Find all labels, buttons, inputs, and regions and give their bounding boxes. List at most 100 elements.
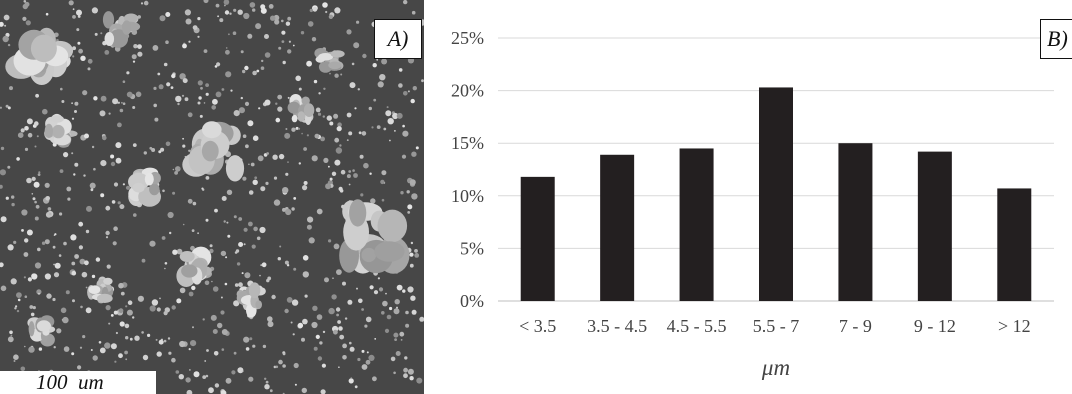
- particle: [336, 269, 342, 275]
- particle: [369, 172, 372, 175]
- particle: [159, 297, 161, 300]
- particle: [16, 157, 20, 161]
- particle: [53, 263, 55, 266]
- particle: [281, 19, 284, 23]
- particle: [108, 322, 111, 325]
- particle: [7, 244, 14, 251]
- particle: [131, 54, 137, 60]
- particle: [110, 343, 117, 350]
- particle: [182, 78, 188, 84]
- particle: [171, 305, 176, 310]
- particle: [245, 347, 250, 351]
- particle: [31, 176, 36, 181]
- particle: [234, 251, 238, 254]
- particle: [133, 44, 138, 49]
- particle: [396, 284, 403, 291]
- particle: [378, 287, 384, 292]
- particle: [342, 343, 347, 349]
- particle: [353, 173, 358, 178]
- particle: [334, 73, 339, 78]
- y-tick-label: 0%: [460, 291, 484, 311]
- particle: [328, 239, 332, 243]
- particle: [247, 120, 254, 127]
- particle: [260, 7, 267, 14]
- particle: [99, 110, 106, 117]
- particle: [205, 92, 209, 96]
- particle: [357, 357, 361, 362]
- particle: [416, 377, 423, 384]
- particle: [376, 58, 379, 61]
- particle: [400, 339, 403, 341]
- particle: [47, 207, 52, 211]
- particle: [243, 243, 246, 246]
- particle: [90, 349, 93, 351]
- particle: [157, 72, 161, 76]
- particle: [398, 68, 403, 72]
- particle: [231, 370, 236, 375]
- particle: [165, 40, 169, 44]
- particle: [414, 253, 420, 258]
- particle: [63, 152, 69, 158]
- x-tick-label: 4.5 - 5.5: [667, 316, 727, 336]
- particle: [127, 300, 133, 306]
- particle: [178, 167, 181, 170]
- particle: [186, 389, 193, 394]
- particle: [156, 351, 162, 357]
- particle: [197, 101, 201, 105]
- particle: [308, 237, 315, 244]
- particle: [34, 216, 39, 221]
- particle: [113, 182, 119, 187]
- particle: [117, 201, 121, 205]
- particle: [220, 250, 227, 257]
- particle-cluster: [179, 251, 195, 262]
- particle: [286, 297, 293, 303]
- particle: [229, 12, 232, 15]
- particle: [192, 25, 198, 30]
- particle: [121, 101, 123, 104]
- particle: [124, 350, 128, 355]
- particle: [337, 320, 341, 324]
- particle: [134, 335, 140, 341]
- particle-cluster: [201, 140, 219, 162]
- particle: [373, 98, 377, 102]
- particle: [122, 183, 125, 186]
- particle: [259, 226, 266, 234]
- particle: [216, 62, 221, 67]
- particle: [225, 47, 228, 49]
- particle: [409, 376, 414, 381]
- particle-cluster: [149, 183, 160, 196]
- particle: [365, 359, 371, 365]
- bar: [679, 148, 714, 301]
- particle: [154, 117, 159, 122]
- particle: [0, 169, 6, 176]
- particle: [203, 102, 206, 104]
- particle: [62, 316, 69, 324]
- particle: [285, 21, 291, 26]
- particle: [113, 310, 118, 315]
- particle: [214, 383, 220, 388]
- particle: [295, 126, 299, 130]
- particle: [256, 69, 260, 73]
- particle: [331, 294, 337, 300]
- particle: [167, 211, 174, 219]
- particle: [182, 223, 185, 226]
- particle: [233, 8, 237, 12]
- particle: [99, 347, 106, 354]
- particle: [275, 102, 278, 105]
- particle: [102, 135, 107, 141]
- particle: [230, 89, 233, 92]
- particle: [254, 176, 258, 180]
- particle: [393, 308, 400, 315]
- particle: [85, 286, 88, 289]
- particle: [261, 59, 264, 63]
- particle: [348, 183, 351, 186]
- particle: [333, 113, 339, 119]
- particle: [290, 321, 293, 324]
- particle-cluster: [287, 101, 301, 114]
- particle: [140, 2, 144, 5]
- particle: [115, 331, 118, 335]
- particle: [270, 15, 276, 21]
- particle: [342, 355, 347, 360]
- particle: [117, 101, 120, 104]
- particle: [371, 126, 374, 129]
